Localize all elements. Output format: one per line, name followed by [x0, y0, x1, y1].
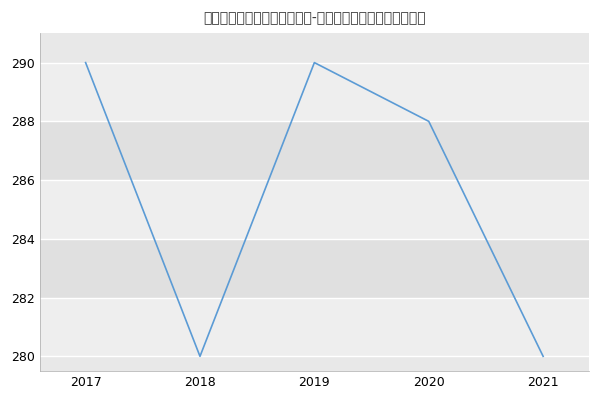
Bar [40, 298, 589, 356]
Bar [40, 121, 589, 180]
Bar [40, 180, 589, 239]
Bar [40, 62, 589, 121]
Title: 新疆农业大学农学院动物学（-历年复试）研究生录取分数线: 新疆农业大学农学院动物学（-历年复试）研究生录取分数线 [203, 11, 425, 25]
Bar [40, 239, 589, 298]
